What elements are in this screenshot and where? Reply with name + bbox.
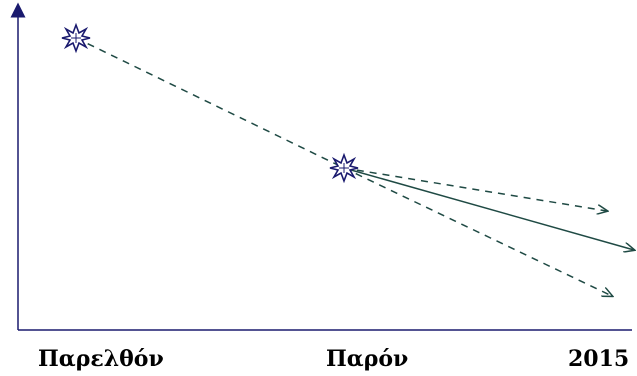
upper-dashed-projection	[343, 167, 607, 211]
central-solid-projection	[343, 167, 634, 250]
present-marker	[329, 152, 359, 184]
x-label-past: Παρελθόν	[38, 346, 164, 372]
x-label-present: Παρόν	[326, 346, 408, 372]
past-to-present-dashed-line	[75, 37, 345, 169]
past-marker	[61, 22, 91, 54]
lower-dashed-projection	[343, 167, 612, 296]
x-label-2015: 2015	[568, 346, 629, 372]
